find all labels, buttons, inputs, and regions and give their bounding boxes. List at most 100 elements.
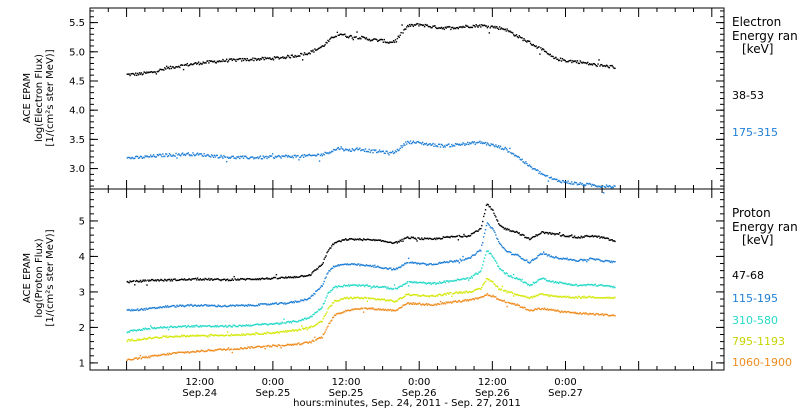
data-point [483,257,486,259]
data-point [580,258,582,261]
data-point [468,277,471,279]
data-point [210,278,212,280]
data-point [434,237,436,240]
data-point [542,173,544,176]
data-point [199,350,202,353]
data-point [208,155,210,157]
data-point [131,73,133,75]
data-point [482,215,485,218]
data-point [359,284,361,287]
data-point [414,294,416,296]
data-point [389,267,391,269]
data-point [597,63,599,65]
data-point [533,168,536,170]
data-point [177,279,179,281]
data-point [422,24,424,27]
data-point [484,294,487,296]
data-point [480,228,482,230]
data-point [458,234,460,237]
data-point [559,181,562,183]
data-point [321,155,324,157]
data-point [152,279,155,282]
data-point [139,354,142,357]
data-point [569,182,571,185]
data-point [476,251,478,253]
data-point [156,355,158,357]
data-point [301,318,304,321]
data-point [498,267,501,270]
data-point [268,323,270,325]
data-point [215,62,218,64]
data-point [442,27,445,29]
data-point [188,325,190,328]
data-point [244,304,247,307]
data-point [465,278,467,280]
data-point [475,288,477,291]
data-point [542,294,545,296]
data-point [558,281,561,283]
data-point [300,156,302,158]
data-point [406,236,408,239]
data-point [602,297,604,299]
data-point [426,263,429,266]
data-point [388,300,390,302]
data-point [417,23,419,25]
data-point [141,329,143,331]
data-point [360,297,362,300]
data-point [233,58,235,61]
data-point [334,149,337,151]
data-point [433,238,435,240]
data-point [210,349,212,351]
data-point [179,154,181,156]
data-point [581,259,583,261]
data-point [406,282,408,284]
data-point [222,58,224,61]
data-point [360,238,362,241]
data-point [162,335,164,337]
data-point [349,296,352,298]
data-point [340,146,342,148]
data-point [378,39,381,41]
data-point [239,324,241,326]
data-point [583,258,585,261]
data-point [194,335,196,337]
data-point [549,295,551,298]
data-point [491,255,493,257]
data-point [554,256,556,259]
data-point [400,285,402,287]
data-point [175,326,177,329]
data-point [273,302,276,305]
data-point [237,58,239,61]
data-point [211,325,214,328]
data-point [512,295,515,297]
data-point [235,157,237,160]
data-point [406,293,408,295]
data-point [524,162,526,165]
data-point [278,332,280,334]
data-point [512,277,514,279]
data-point [426,304,429,306]
data-point [507,250,509,253]
data-point [323,315,325,318]
data-point [133,329,135,331]
data-point [443,280,445,282]
data-point [312,326,314,328]
data-point [365,307,368,310]
data-point [478,287,480,290]
data-point [225,278,228,281]
data-point [274,344,277,347]
data-point [513,293,516,295]
data-point [265,345,267,347]
data-point [448,236,450,238]
data-point [271,155,273,157]
data-point [592,312,595,315]
data-point [387,241,389,244]
data-point [504,146,506,149]
data-point [590,296,593,299]
data-point [405,237,407,239]
electron-ylabel-line-1: ACE EPAM [22,73,33,123]
data-point [313,292,315,295]
data-point [512,230,514,232]
data-point [298,342,300,344]
data-point [510,151,512,154]
